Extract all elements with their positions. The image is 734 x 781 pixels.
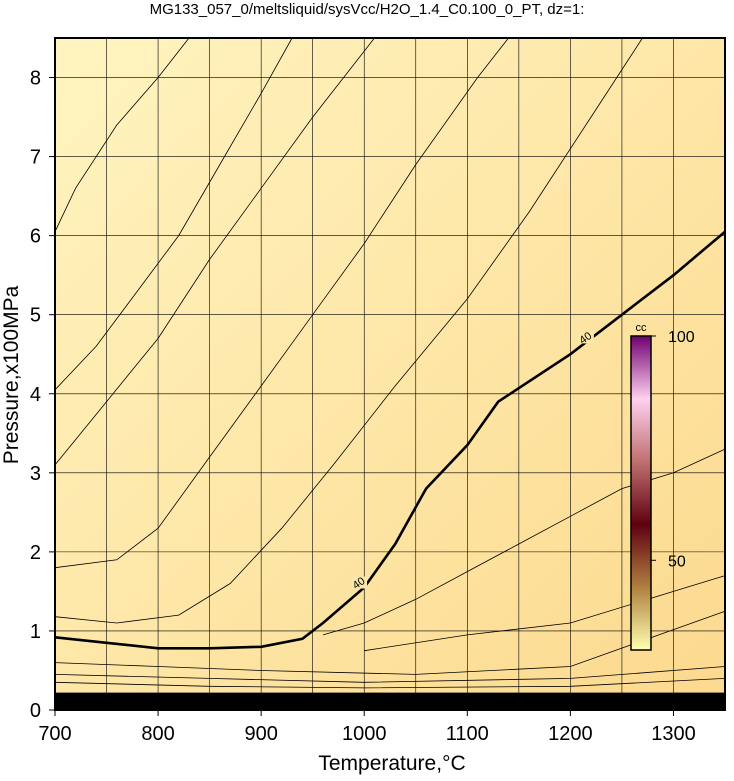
contour-line (54, 37, 190, 232)
x-tick-label: 900 (244, 723, 277, 745)
x-tick-label: 700 (38, 723, 71, 745)
contour-label: 40 (577, 330, 594, 347)
contour-line (54, 37, 375, 466)
y-tick-label: 2 (30, 542, 41, 564)
x-axis-label: Temperature,°C (318, 752, 465, 775)
x-tick-label: 1100 (446, 723, 489, 745)
y-tick-label: 4 (30, 384, 41, 406)
colorbar-tick-label: 50 (668, 553, 686, 570)
contour-line (54, 230, 726, 650)
chart-title: MG133_057_0/meltsliquid/sysVcc/H2O_1.4_C… (150, 1, 585, 18)
y-tick-label: 7 (30, 147, 41, 169)
x-tick-label: 1300 (651, 723, 696, 745)
contour-line (54, 610, 726, 675)
y-tick-label: 6 (30, 226, 41, 248)
y-tick-label: 3 (30, 463, 41, 485)
y-tick-label: 5 (30, 305, 41, 327)
x-tick-label: 800 (141, 723, 174, 745)
x-tick-label: 1000 (342, 723, 387, 745)
contour-line (322, 448, 726, 636)
contour-line (54, 37, 293, 391)
y-tick-label: 8 (30, 68, 41, 90)
dense-contour-band (55, 692, 725, 710)
colorbar-tick-label: 100 (668, 329, 695, 346)
y-axis-label: Pressure,x100MPa (0, 285, 23, 464)
contour-line (364, 575, 726, 652)
plot-frame (54, 37, 726, 711)
plot-background (55, 38, 725, 710)
contour-label: 40 (351, 575, 368, 592)
colorbar-label: cc (636, 322, 648, 334)
y-tick-label: 0 (30, 700, 41, 722)
contour-line (54, 37, 643, 624)
contour-line (54, 678, 726, 689)
x-tick-label: 1200 (548, 723, 593, 745)
colorbar (630, 335, 652, 651)
contour-line (54, 37, 509, 569)
y-tick-label: 1 (30, 621, 41, 643)
contour-line (54, 666, 726, 683)
